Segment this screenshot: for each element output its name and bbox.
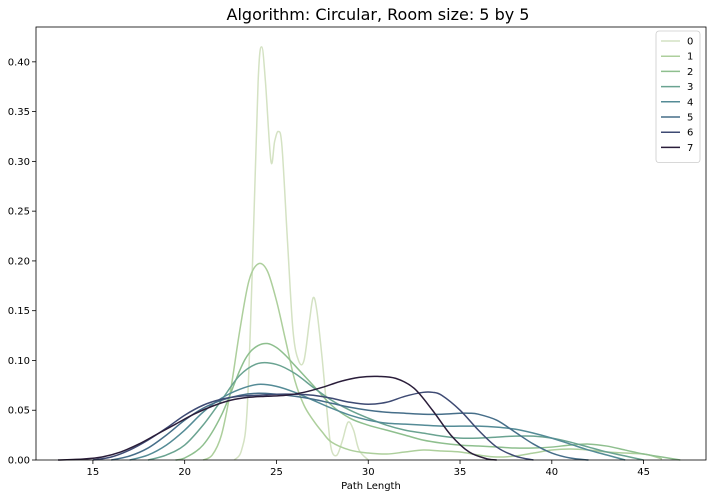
series-line-2: [175, 342, 681, 461]
series-line-6: [92, 391, 534, 461]
y-tick-label: 0.30: [8, 157, 30, 168]
y-tick-label: 0.10: [8, 356, 30, 367]
y-tick-label: 0.35: [8, 107, 30, 118]
legend-label-7: 7: [687, 143, 693, 154]
y-tick-label: 0.05: [8, 406, 30, 417]
x-tick-label: 40: [545, 467, 558, 478]
chart-title: Algorithm: Circular, Room size: 5 by 5: [227, 5, 530, 24]
x-tick-label: 35: [454, 467, 467, 478]
series-line-0: [233, 46, 369, 461]
legend-label-0: 0: [687, 37, 693, 48]
axes-frame: [35, 26, 707, 461]
x-tick-label: 45: [637, 467, 650, 478]
y-tick-label: 0.00: [8, 456, 30, 467]
legend-box: [655, 30, 701, 164]
series-line-1: [202, 262, 663, 461]
x-tick-label: 15: [87, 467, 100, 478]
series-line-4: [129, 383, 626, 461]
legend-label-5: 5: [687, 113, 693, 124]
series-line-7: [58, 375, 497, 461]
legend-label-2: 2: [687, 67, 693, 78]
x-axis-label: Path Length: [341, 481, 401, 492]
legend-label-3: 3: [687, 82, 693, 93]
legend-label-4: 4: [687, 97, 693, 108]
legend: 0 1 2 3 4 5 6 7: [655, 30, 701, 164]
x-tick-label: 20: [178, 467, 191, 478]
x-tick-label: 30: [362, 467, 375, 478]
plot-area: [35, 26, 707, 461]
series-line-3: [147, 361, 644, 461]
legend-label-6: 6: [687, 128, 693, 139]
x-axis: 15 20 25 30 35 40 45: [87, 460, 650, 478]
y-tick-label: 0.15: [8, 306, 30, 317]
y-tick-label: 0.25: [8, 207, 30, 218]
legend-label-1: 1: [687, 52, 693, 63]
y-axis: 0.00 0.05 0.10 0.15 0.20 0.25 0.30 0.35 0.40: [8, 57, 36, 467]
y-tick-label: 0.40: [8, 57, 30, 68]
y-tick-label: 0.20: [8, 256, 30, 267]
x-tick-label: 25: [270, 467, 283, 478]
